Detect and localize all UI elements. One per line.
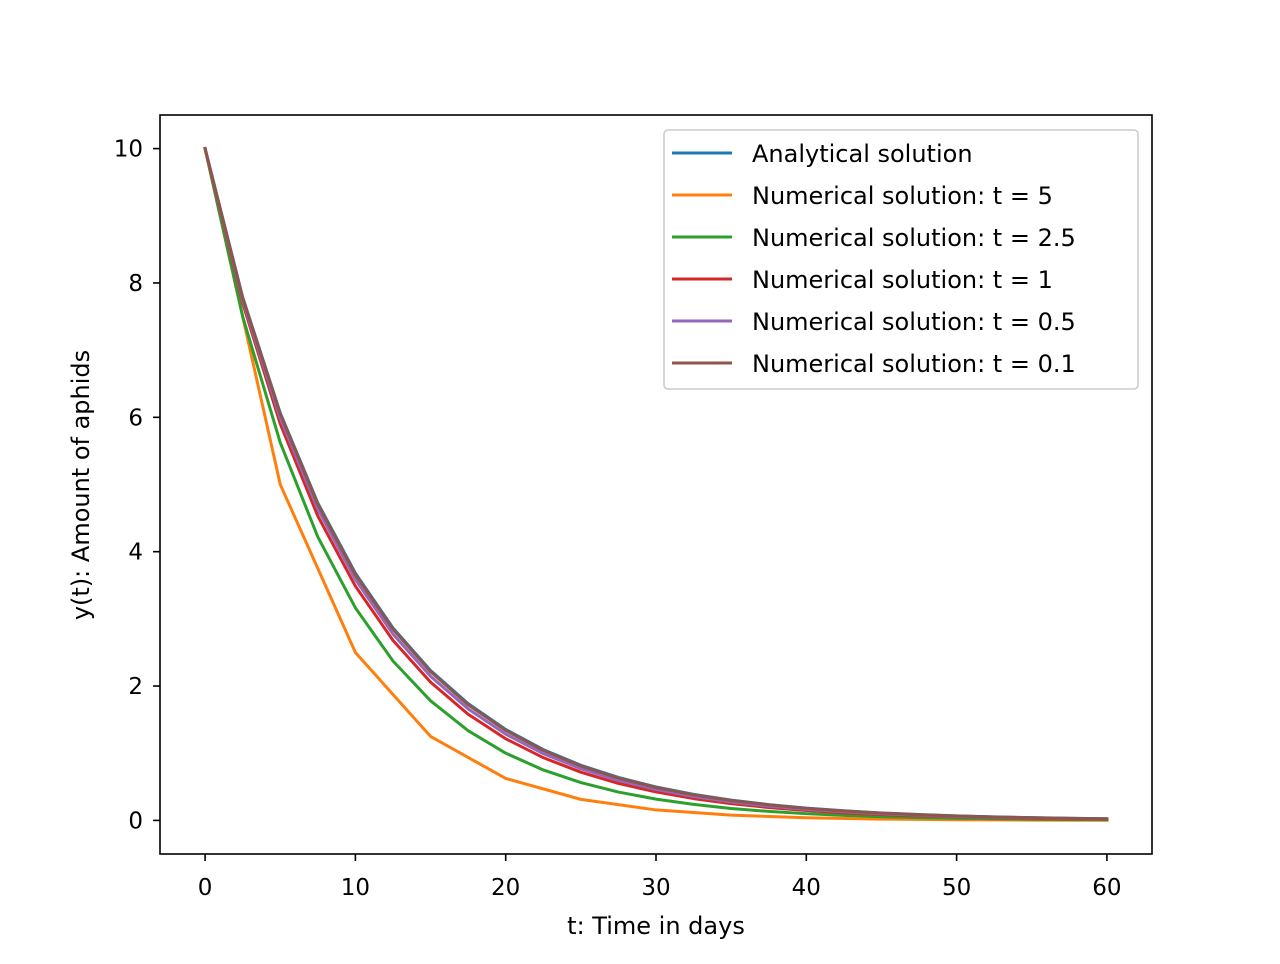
- legend-label-4: Numerical solution: t = 0.5: [752, 308, 1076, 336]
- series-lines: [203, 146, 1109, 822]
- y-axis-label: y(t): Amount of aphids: [67, 350, 95, 620]
- x-tick-label: 20: [491, 875, 520, 901]
- legend-label-1: Numerical solution: t = 5: [752, 182, 1053, 210]
- x-tick-label: 30: [641, 875, 670, 901]
- y-tick-label: 6: [128, 405, 143, 431]
- legend-label-2: Numerical solution: t = 2.5: [752, 224, 1076, 252]
- legend-box: [663, 129, 1139, 390]
- x-tick-label: 0: [198, 875, 213, 901]
- y-tick-label: 0: [128, 808, 143, 834]
- y-tick-label: 2: [128, 674, 143, 700]
- x-tick-label: 40: [792, 875, 821, 901]
- x-tick-label: 60: [1092, 875, 1121, 901]
- legend: Analytical solution Numerical solution: t…: [663, 129, 1139, 390]
- legend-label-5: Numerical solution: t = 0.1: [752, 350, 1076, 378]
- x-axis-label: t: Time in days: [567, 912, 745, 940]
- x-tick-label: 10: [341, 875, 370, 901]
- series-line-5: [203, 146, 1109, 821]
- x-tick-label: 50: [942, 875, 971, 901]
- y-tick-label: 8: [128, 271, 143, 297]
- y-tick-label: 4: [128, 540, 143, 566]
- x-axis-ticks: 0 10 20 30 40 50 60: [198, 854, 1122, 901]
- legend-label-0: Analytical solution: [752, 140, 973, 168]
- y-tick-label: 10: [114, 137, 143, 163]
- y-axis-ticks: 0 2 4 6 8 10: [114, 137, 160, 834]
- legend-label-3: Numerical solution: t = 1: [752, 266, 1053, 294]
